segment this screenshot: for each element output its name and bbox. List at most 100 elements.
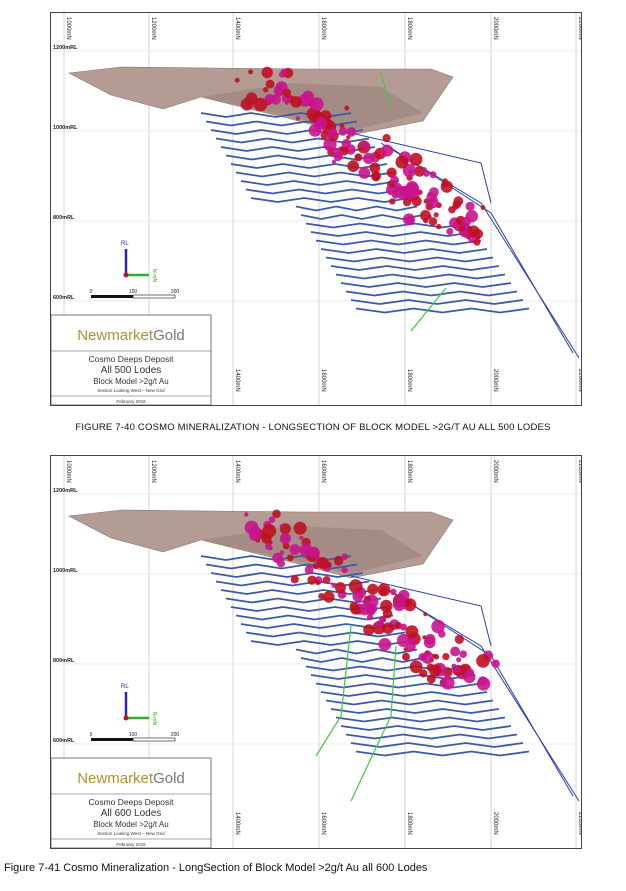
ore-block (423, 612, 428, 617)
ore-block (286, 554, 294, 562)
drill-hole (305, 222, 470, 229)
legend-frame (51, 314, 212, 405)
ore-block (403, 198, 412, 207)
drill-hole (350, 742, 524, 748)
ore-block (380, 617, 386, 623)
ore-block (391, 191, 400, 199)
figure: 1000mN 1200mN 1400mN 1600mN 1800mN 2000mN 2200… (50, 455, 582, 849)
ore-block (446, 228, 454, 235)
ore-block (358, 167, 371, 179)
ore-block (382, 622, 394, 634)
grid-label: 1800mN (406, 17, 412, 40)
drill-trace (350, 645, 397, 802)
drill-hole (350, 132, 492, 204)
ore-block (419, 669, 428, 678)
ore-block (318, 593, 325, 600)
drill-hole (315, 682, 482, 689)
drill-hole (250, 197, 412, 203)
ore-block (402, 163, 417, 178)
scale-label: 200 (171, 289, 180, 295)
ore-block (289, 544, 301, 555)
ore-block (436, 223, 442, 230)
ore-block (389, 198, 396, 205)
ore-block (346, 127, 357, 137)
axis-label: RL (121, 684, 129, 690)
ore-block (400, 623, 407, 631)
drill-hole (330, 708, 500, 714)
grid-label: 1800mN (406, 812, 412, 835)
grid-label: 1200mRL (53, 488, 78, 494)
grid-label: 2200mN (577, 812, 582, 835)
ore-block (276, 88, 284, 96)
ore-block (253, 97, 268, 112)
ore-block (348, 579, 363, 594)
ore-block (290, 575, 299, 584)
ore-block (454, 634, 464, 644)
drill-hole (220, 589, 376, 595)
grid-label: 1400mN (234, 460, 240, 483)
drill-hole (310, 231, 476, 237)
ore-block (366, 614, 374, 621)
ore-block (299, 535, 304, 540)
ore-block (323, 591, 335, 603)
scale-label: 200 (171, 732, 180, 738)
ore-block (476, 654, 490, 668)
ore-block (341, 566, 348, 574)
ore-block (341, 553, 349, 561)
ore-block (362, 598, 371, 607)
drill-hole (205, 563, 358, 570)
ore-block (263, 533, 268, 538)
ore-block (390, 588, 397, 595)
drill-hole (355, 307, 530, 314)
ore-block (459, 650, 468, 658)
ore-block (411, 196, 422, 207)
ore-block (478, 676, 488, 686)
ore-block (325, 561, 332, 568)
ore-block (420, 210, 431, 221)
ore-block (403, 647, 408, 652)
ore-block (433, 212, 439, 218)
drill-hole (235, 614, 394, 621)
drill-hole (245, 631, 406, 638)
grid-label: 1600mN (320, 17, 326, 40)
grid-label: 2200mN (577, 17, 582, 40)
ore-block (423, 170, 430, 177)
ore-block (264, 93, 275, 105)
ore-block (429, 171, 437, 179)
grid-label: 1600mN (320, 812, 326, 835)
ore-block (265, 79, 275, 89)
drill-hole (320, 691, 488, 697)
figure: 1000mN 1200mN 1400mN 1600mN 1800mN 2000mN 2200… (50, 12, 582, 406)
drill-hole (335, 716, 506, 723)
ore-block (406, 641, 416, 652)
ore-block (395, 155, 409, 169)
ore-block (284, 100, 289, 105)
scale-bar (91, 738, 133, 741)
ore-block (467, 225, 480, 238)
drill-hole (230, 163, 388, 169)
ore-block (426, 192, 438, 204)
ore-block (355, 154, 361, 160)
grid-label: 1000mRL (53, 568, 78, 574)
drill-hole (340, 725, 512, 731)
legend-text: Cosmo Deeps Deposit (88, 354, 174, 364)
drill-hole (245, 188, 406, 195)
legend-text: Cosmo Deeps Deposit (88, 797, 174, 807)
ore-block (279, 550, 285, 555)
grid-label: 1800mN (406, 460, 412, 483)
scale-label: 0 (90, 289, 93, 295)
ore-block (458, 225, 465, 232)
ore-block (282, 88, 292, 98)
grid-label: 800mRL (53, 658, 75, 664)
ore-block (331, 159, 337, 164)
grid-label: 2200mN (577, 460, 582, 483)
ore-block (367, 583, 379, 595)
ore-block (409, 660, 423, 674)
drill-hole (350, 575, 492, 647)
grid-label: 1000mN (65, 460, 71, 483)
grid-label: 2000mN (492, 460, 498, 483)
ore-block (315, 580, 321, 586)
ore-block (456, 657, 462, 663)
